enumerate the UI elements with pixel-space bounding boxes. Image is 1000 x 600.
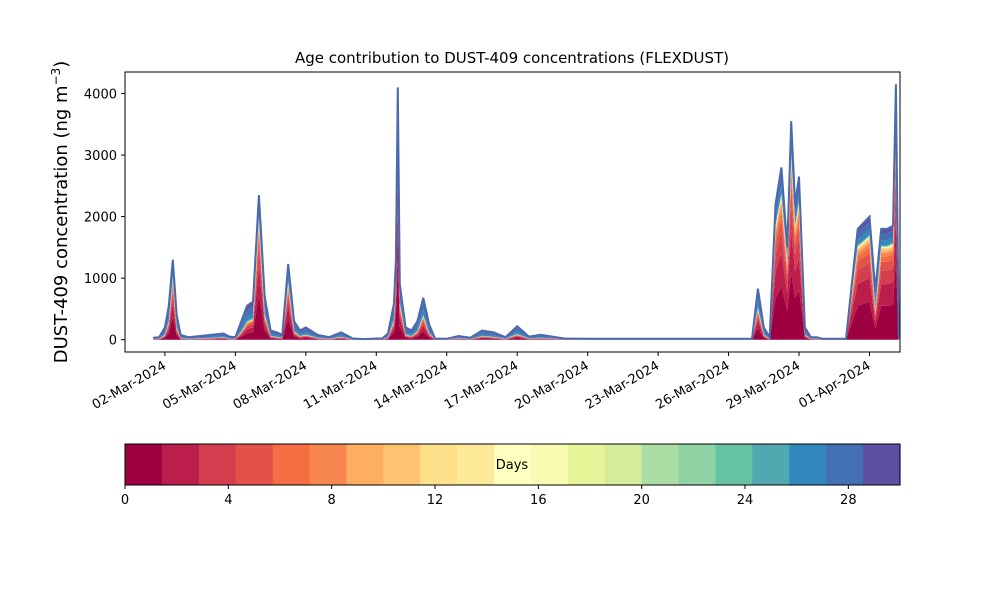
colorbar-tick-label: 24: [737, 493, 754, 508]
y-tick-label: 2000: [84, 211, 117, 226]
colorbar-swatch: [641, 444, 680, 485]
y-axis: 0 1000 2000 3000 4000: [84, 88, 125, 349]
colorbar-tick-label: 4: [224, 493, 232, 508]
y-axis-label: DUST-409 concentration (ng m−3): [49, 61, 72, 364]
colorbar-frame: [124, 443, 901, 486]
colorbar-swatch: [789, 444, 827, 485]
x-tick-label: 05-Mar-2024: [160, 358, 239, 412]
colorbar-tick-label: 12: [427, 493, 444, 508]
colorbar-swatch: [863, 444, 901, 485]
y-axis-label-close: ): [51, 61, 72, 68]
x-tick-label: 02-Mar-2024: [90, 358, 169, 412]
colorbar-swatch: [567, 444, 606, 485]
colorbar-tick-label: 8: [328, 493, 336, 508]
colorbar-swatch: [161, 444, 200, 485]
colorbar-label: Days: [496, 458, 529, 473]
x-tick-label: 29-Mar-2024: [724, 358, 803, 412]
colorbar-swatch: [198, 444, 237, 485]
y-tick-label: 0: [109, 334, 117, 349]
colorbar-swatch: [309, 444, 348, 485]
x-tick-label: 01-Apr-2024: [796, 358, 873, 411]
y-tick-label: 3000: [84, 149, 117, 164]
colorbar-swatch: [604, 444, 643, 485]
x-axis: 02-Mar-202405-Mar-202408-Mar-202411-Mar-…: [90, 352, 873, 413]
colorbar-swatch: [752, 444, 790, 485]
colorbar-swatch: [235, 444, 274, 485]
colorbar-swatch: [457, 444, 495, 485]
colorbar-swatch: [494, 444, 532, 485]
colorbar-tick-label: 20: [633, 493, 650, 508]
age-colorbar: [124, 443, 901, 486]
colorbar-swatch: [530, 444, 569, 485]
chart-title: Age contribution to DUST-409 concentrati…: [295, 49, 729, 67]
x-tick-label: 14-Mar-2024: [372, 358, 451, 412]
y-tick-label: 4000: [84, 88, 117, 103]
colorbar-swatch: [420, 444, 458, 485]
colorbar-swatch: [346, 444, 384, 485]
y-tick-label: 1000: [84, 272, 117, 287]
y-axis-label-superscript: −3: [49, 68, 63, 86]
x-tick-label: 08-Mar-2024: [231, 358, 310, 412]
total-concentration-line: [153, 84, 900, 341]
x-tick-label: 23-Mar-2024: [583, 358, 662, 412]
x-tick-label: 17-Mar-2024: [442, 358, 521, 412]
x-tick-label: 20-Mar-2024: [513, 358, 592, 412]
colorbar-swatch: [678, 444, 717, 485]
colorbar-swatch: [383, 444, 421, 485]
colorbar-tick-label: 28: [840, 493, 857, 508]
plot-frame: [124, 71, 901, 353]
x-tick-label: 26-Mar-2024: [653, 358, 732, 412]
colorbar-tick-label: 0: [121, 493, 129, 508]
colorbar-swatch: [715, 444, 753, 485]
plot-area: [153, 84, 900, 341]
colorbar-tick-label: 16: [530, 493, 547, 508]
colorbar-swatch: [826, 444, 864, 485]
colorbar-ticks: 0 4 8 12 16 20 24 28: [121, 485, 857, 508]
colorbar-swatch: [125, 444, 163, 485]
x-tick-label: 11-Mar-2024: [301, 358, 380, 412]
colorbar-swatch: [272, 444, 311, 485]
y-axis-label-main: DUST-409 concentration (ng m: [51, 85, 72, 363]
